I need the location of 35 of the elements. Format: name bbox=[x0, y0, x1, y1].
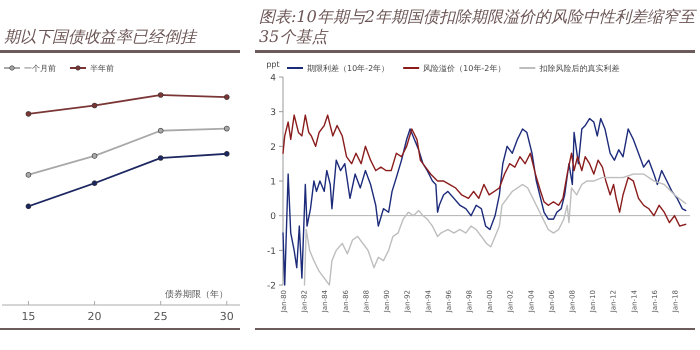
y-tick-label: 3 bbox=[270, 108, 276, 118]
point bbox=[26, 204, 32, 210]
legend-label: 扣除风险后的真实利差 bbox=[538, 64, 620, 73]
x-axis-title: 债券期限（年） bbox=[165, 289, 228, 300]
point bbox=[158, 128, 164, 134]
point bbox=[224, 126, 230, 132]
point bbox=[224, 94, 230, 100]
y-tick-label: -1 bbox=[267, 246, 276, 257]
legend-label: 半年前 bbox=[90, 64, 114, 73]
y-tick-label: 4 bbox=[270, 74, 276, 84]
x-tick-label: 25 bbox=[154, 310, 168, 323]
y-tick-label: 2 bbox=[270, 142, 276, 153]
point bbox=[92, 102, 98, 108]
x-tick-label: 15 bbox=[21, 310, 36, 323]
y-tick-label: 0 bbox=[270, 212, 276, 222]
point bbox=[92, 180, 98, 186]
line-series bbox=[282, 114, 686, 227]
y-axis-title: ppt bbox=[266, 60, 280, 69]
x-tick-label: 30 bbox=[220, 310, 234, 323]
point bbox=[158, 155, 164, 161]
point bbox=[26, 111, 32, 117]
y-tick-label: -2 bbox=[267, 282, 276, 292]
chart-title: 期以下国债收益率已经倒挂 bbox=[4, 27, 198, 46]
chart-title: 图表:10年期与2年期国债扣除期限溢价的风险中性利差缩窄至35个基点 bbox=[259, 7, 697, 46]
legend-label: 一个月前 bbox=[24, 64, 56, 73]
legend-label: 风险溢价（10年-2年） bbox=[423, 64, 506, 73]
point bbox=[92, 153, 98, 159]
x-tick-label: 20 bbox=[88, 310, 102, 323]
line-series bbox=[304, 173, 686, 286]
line-series bbox=[282, 118, 686, 286]
point bbox=[26, 172, 32, 178]
point bbox=[224, 151, 230, 157]
legend-label: 期限利差（10年-2年） bbox=[307, 64, 390, 73]
point bbox=[158, 92, 164, 98]
y-tick-label: 1 bbox=[270, 178, 276, 188]
